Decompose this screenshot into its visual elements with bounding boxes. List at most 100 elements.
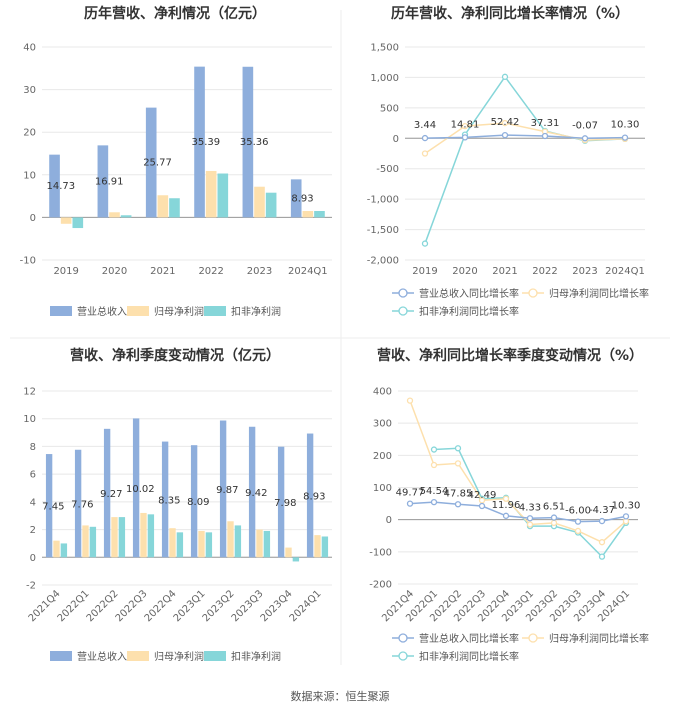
bar: [49, 154, 60, 218]
bar: [227, 521, 234, 558]
data-label: 25.77: [143, 158, 172, 169]
bar: [161, 441, 169, 558]
chart-quarterly-bar: 营收、净利季度变动情况（亿元） -20246810122021Q42022Q12…: [23, 347, 332, 663]
y-tick-label: -1,500: [367, 225, 399, 236]
chart-annual-growth-line: 历年营收、净利同比增长率情况（%） -2,000 -1,500 -1,000 -500…: [367, 5, 649, 318]
legend-label: 归母净利润同比增长率: [549, 287, 649, 300]
data-point: [502, 495, 510, 502]
y-tick-label: 6: [30, 470, 36, 481]
data-label: 35.39: [192, 137, 221, 148]
bar: [132, 418, 140, 558]
y-tick-label: 100: [373, 483, 392, 494]
data-label: 7.76: [71, 500, 93, 511]
data-point: [502, 512, 510, 519]
y-tick-label: 30: [23, 85, 36, 96]
data-label: 11.96: [492, 500, 521, 511]
y-tick-label: 8: [30, 442, 36, 453]
y-tick-label: 500: [380, 103, 399, 114]
bar: [314, 535, 321, 558]
data-label: 14.81: [451, 119, 480, 130]
series-line: [424, 134, 626, 140]
data-label: 8.09: [187, 497, 209, 508]
data-label: 42.49: [468, 490, 497, 501]
data-label: 37.31: [531, 118, 560, 129]
bar: [169, 528, 176, 558]
legend-label: 归母净利润: [154, 650, 204, 663]
data-point: [501, 73, 509, 80]
bar: [277, 446, 285, 558]
y-tick-label: -10: [20, 256, 36, 267]
bar: [306, 433, 314, 558]
bar: [45, 454, 53, 558]
legend-swatch: [204, 651, 226, 661]
legend-marker: [398, 288, 408, 298]
x-tick-label: 2024Q1: [288, 266, 328, 277]
chart-title: 历年营收、净利情况（亿元）: [84, 5, 266, 22]
chart-quarterly-growth-line: 营收、净利同比增长率季度变动情况（%） -200 -100 0 100 200 300 40…: [369, 347, 649, 663]
y-tick-label: 12: [23, 387, 36, 398]
bar: [290, 179, 302, 218]
bar: [74, 449, 82, 558]
data-point: [421, 240, 429, 247]
legend-label: 归母净利润: [154, 305, 204, 318]
y-tick-label: -2: [26, 581, 36, 592]
bar: [147, 514, 155, 558]
chart-title: 营收、净利季度变动情况（亿元）: [70, 347, 280, 364]
bar: [53, 540, 60, 558]
y-tick-label: -1,000: [367, 195, 399, 206]
data-point: [454, 501, 462, 508]
data-label: -0.07: [572, 120, 598, 131]
legend-swatch: [50, 306, 72, 316]
data-point: [598, 517, 606, 525]
y-tick-label: 0: [393, 134, 399, 145]
data-point: [581, 135, 589, 142]
bar: [265, 192, 277, 218]
bar: [205, 532, 213, 558]
y-tick-label: 1,000: [370, 73, 399, 84]
data-label: 9.87: [216, 485, 238, 496]
y-tick-label: 40: [23, 43, 36, 54]
x-tick-label: 2020: [452, 266, 477, 277]
bar: [169, 198, 180, 218]
bar: [120, 215, 132, 218]
series-line: [424, 122, 626, 155]
data-point: [598, 539, 606, 546]
x-tick-label: 2024Q1: [288, 588, 324, 624]
data-point: [421, 150, 429, 157]
data-label: 54.54: [420, 486, 449, 497]
legend-marker: [398, 306, 408, 316]
data-point: [526, 515, 534, 522]
bar: [254, 186, 265, 218]
data-label: 8.93: [291, 193, 313, 204]
bar: [157, 195, 169, 218]
data-label: 10.02: [126, 484, 155, 495]
bar: [263, 530, 271, 558]
bar: [97, 145, 109, 218]
bar: [285, 547, 292, 558]
data-label: 7.98: [274, 498, 296, 509]
data-point: [574, 518, 582, 525]
data-point: [461, 122, 469, 130]
data-point: [430, 446, 438, 453]
legend-label: 扣非净利润同比增长率: [419, 305, 519, 318]
bar: [109, 212, 120, 218]
bar: [321, 536, 329, 558]
data-point: [621, 134, 629, 141]
y-tick-label: 20: [23, 128, 36, 139]
data-label: 35.36: [240, 137, 269, 148]
data-point: [541, 132, 549, 140]
data-label: 16.91: [95, 176, 124, 187]
y-tick-label: 0: [30, 213, 36, 224]
y-tick-label: 4: [30, 497, 36, 508]
data-point: [526, 521, 534, 528]
data-label: 10.30: [612, 500, 641, 511]
bar: [292, 557, 300, 562]
data-point: [478, 502, 486, 510]
x-tick-label: 2019: [53, 266, 78, 277]
legend-label: 归母净利润同比增长率: [549, 632, 649, 645]
data-label: 7.45: [42, 502, 64, 513]
y-tick-label: 0: [386, 515, 392, 526]
legend-label: 扣非净利润: [231, 305, 281, 318]
data-point: [454, 445, 462, 452]
